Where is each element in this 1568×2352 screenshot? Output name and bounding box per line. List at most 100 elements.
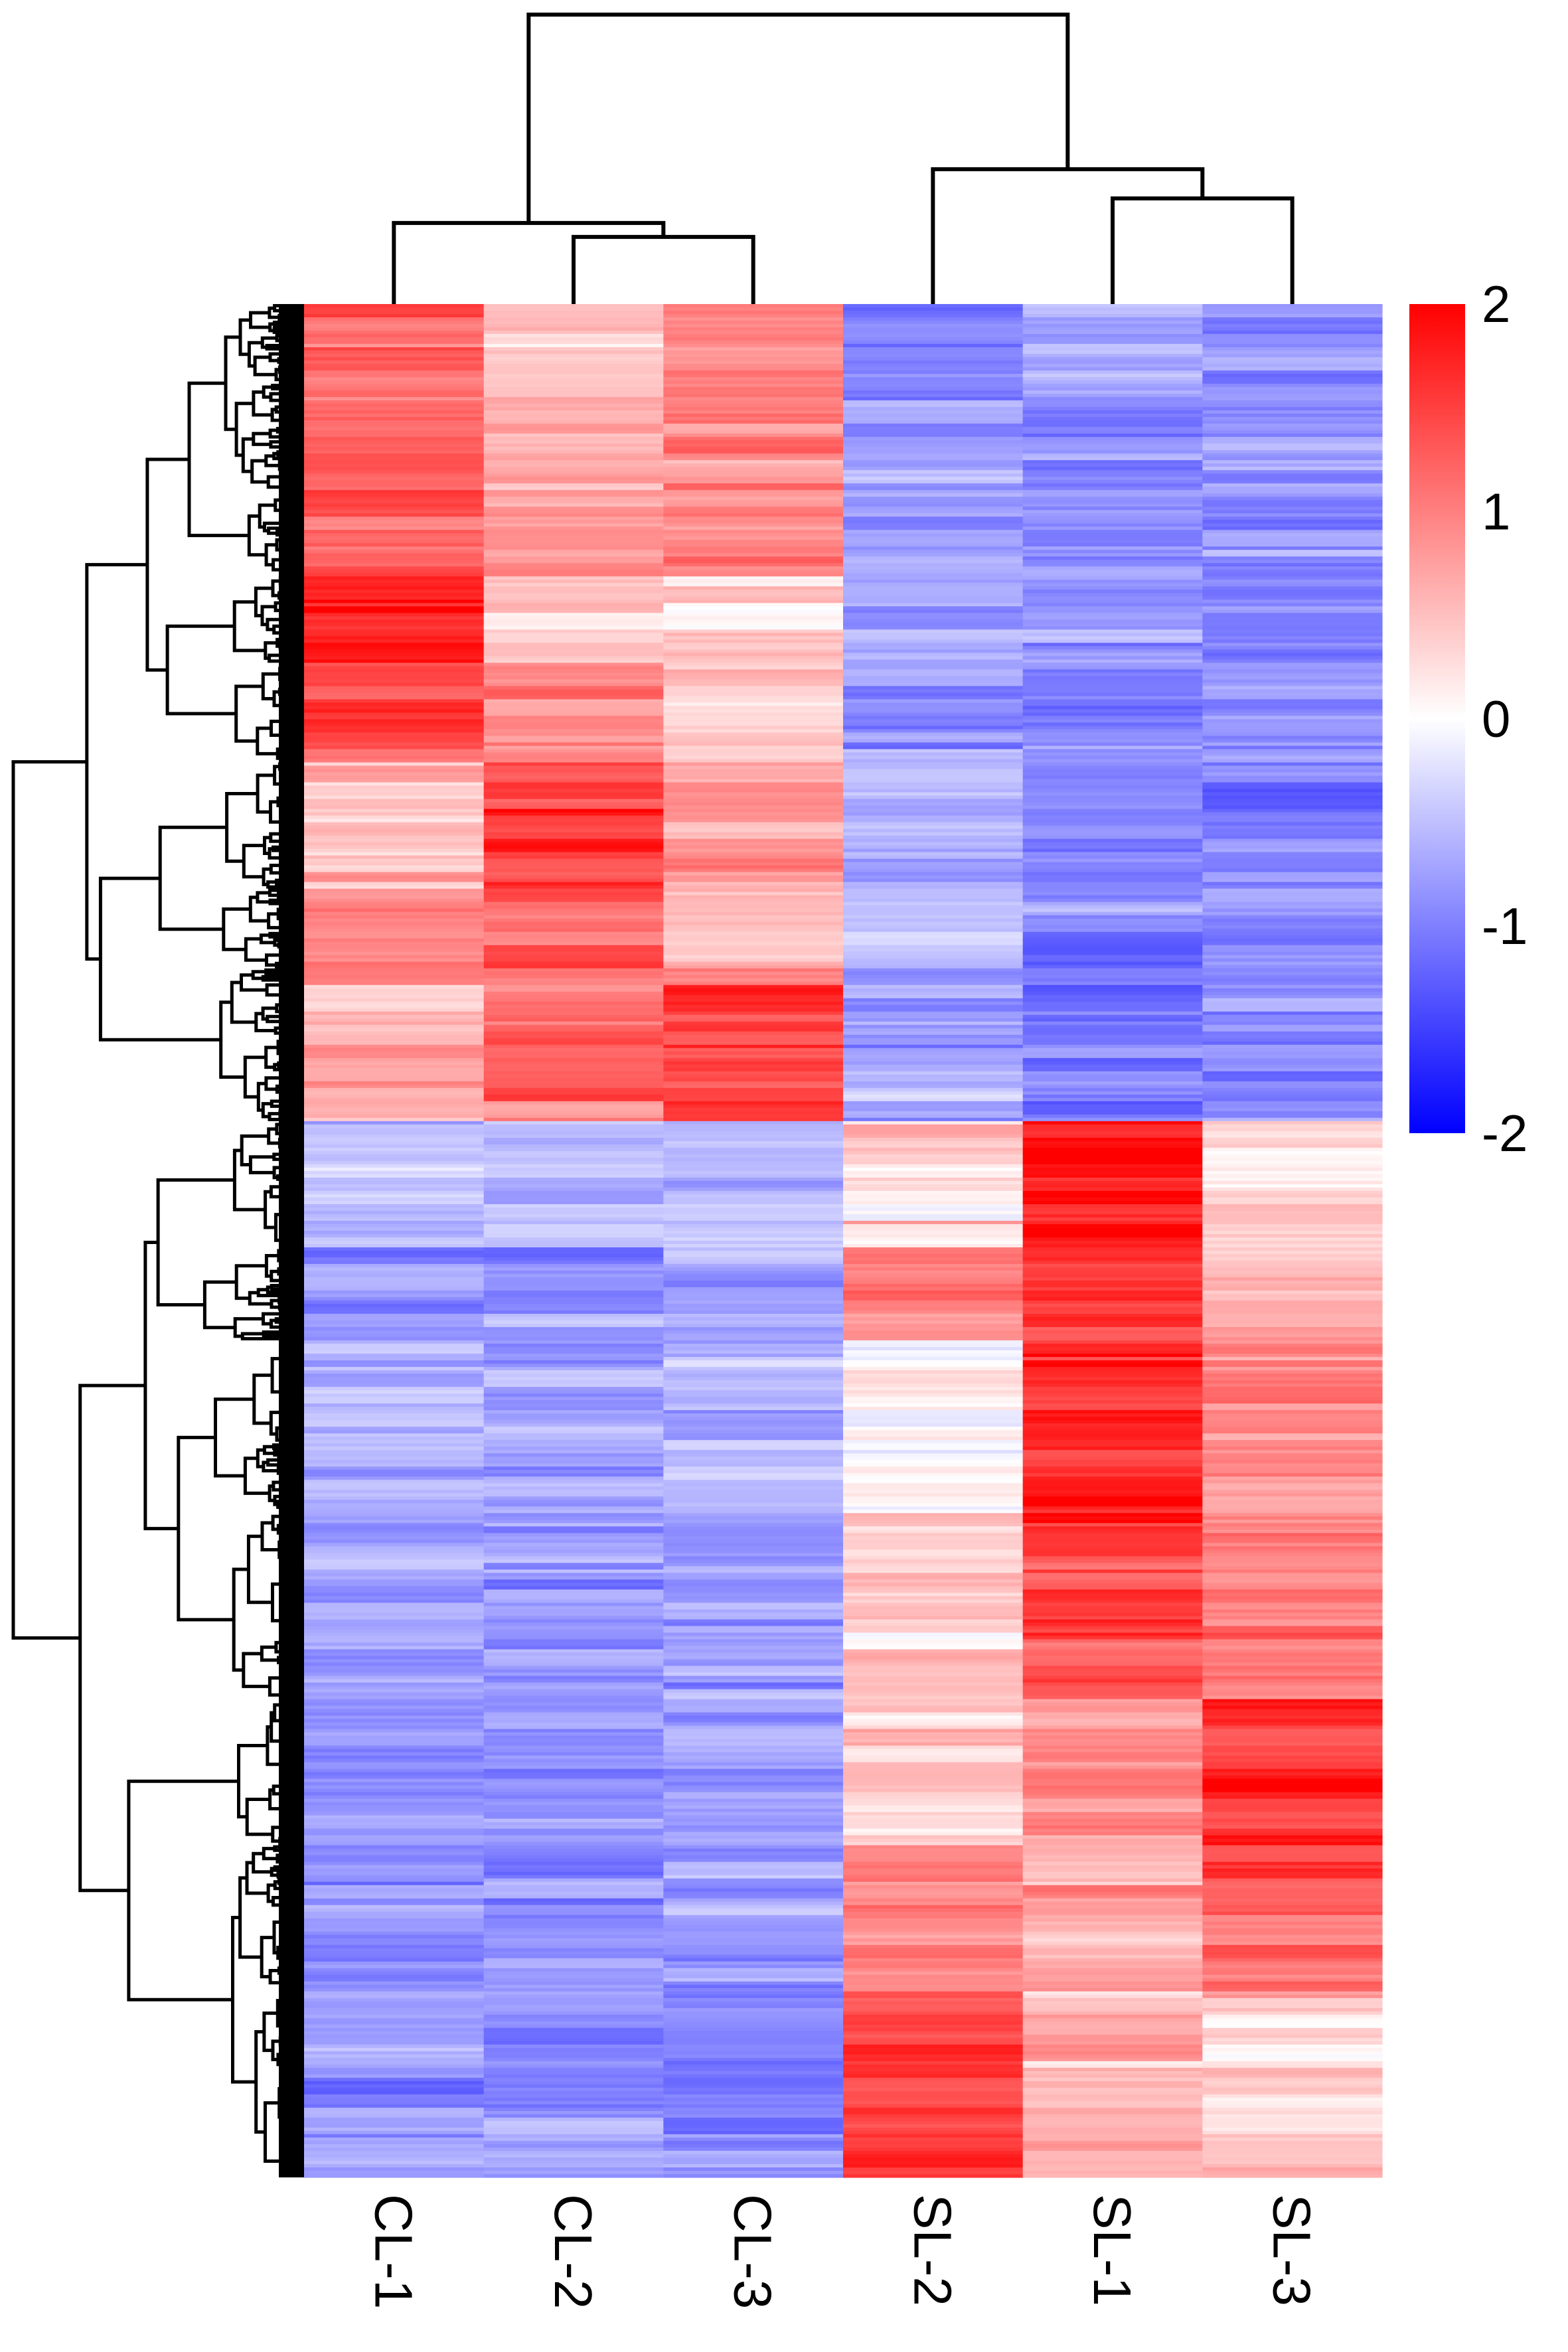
heatmap-cell (304, 2074, 485, 2078)
heatmap-cell (843, 1407, 1024, 1411)
heatmap-cell (1202, 1230, 1383, 1235)
heatmap-cell (663, 659, 844, 663)
heatmap-cell (304, 526, 485, 530)
heatmap-cell (1202, 1998, 1383, 2002)
heatmap-cell (304, 2034, 485, 2039)
heatmap-cell (483, 1954, 664, 1959)
heatmap-cell (1022, 961, 1203, 966)
heatmap-cell (483, 819, 664, 823)
heatmap-cell (1202, 1745, 1383, 1750)
heatmap-cell (304, 1553, 485, 1557)
heatmap-cell (1202, 955, 1383, 959)
heatmap-cell (304, 769, 485, 773)
heatmap-cell (304, 1423, 485, 1427)
heatmap-cell (1022, 1190, 1203, 1195)
heatmap-cell (304, 1759, 485, 1763)
heatmap-cell (663, 1354, 844, 1358)
heatmap-cell (1202, 580, 1383, 584)
heatmap-cell (843, 852, 1024, 856)
heatmap-cell (663, 1244, 844, 1248)
heatmap-cell (1022, 387, 1203, 391)
heatmap-cell (1202, 1954, 1383, 1959)
heatmap-cell (1022, 1785, 1203, 1790)
heatmap-cell (843, 1732, 1024, 1737)
heatmap-cell (1202, 404, 1383, 408)
heatmap-cell (1022, 1735, 1203, 1740)
heatmap-cell (663, 1705, 844, 1710)
heatmap-cell (304, 659, 485, 663)
heatmap-cell (483, 417, 664, 421)
heatmap-cell (1022, 1858, 1203, 1863)
heatmap-cell (843, 1659, 1024, 1664)
heatmap-cell (843, 1140, 1024, 1145)
heatmap-cell (1202, 2120, 1383, 2125)
heatmap-cell (1022, 835, 1203, 840)
heatmap-cell (663, 1357, 844, 1361)
heatmap-cell (483, 1014, 664, 1019)
heatmap-cell (1202, 1147, 1383, 1152)
heatmap-cell (1022, 1340, 1203, 1344)
heatmap-cell (663, 1473, 844, 1477)
heatmap-cell (483, 2064, 664, 2069)
heatmap-cell (1202, 1682, 1383, 1687)
heatmap-cell (304, 1254, 485, 1258)
heatmap-cell (1202, 2057, 1383, 2062)
heatmap-cell (663, 2001, 844, 2005)
heatmap-cell (663, 931, 844, 936)
heatmap-cell (304, 1865, 485, 1869)
heatmap-cell (1202, 643, 1383, 647)
heatmap-cell (1202, 1855, 1383, 1859)
heatmap-cell (663, 1729, 844, 1733)
heatmap-cell (483, 769, 664, 773)
heatmap-cell (663, 1223, 844, 1228)
heatmap-cell (483, 682, 664, 686)
heatmap-cell (1022, 918, 1203, 923)
heatmap-cell (304, 480, 485, 484)
heatmap-cell (304, 1038, 485, 1042)
heatmap-cell (1202, 543, 1383, 547)
heatmap-cell (843, 510, 1024, 514)
heatmap-cell (843, 1147, 1024, 1152)
heatmap-cell (1022, 892, 1203, 896)
heatmap-cell (483, 1400, 664, 1404)
heatmap-cell (304, 321, 485, 325)
heatmap-cell (1202, 1868, 1383, 1873)
heatmap-cell (663, 649, 844, 653)
heatmap-cell (1202, 2137, 1383, 2142)
heatmap-cell (483, 1918, 664, 1922)
heatmap-cell (304, 314, 485, 318)
column-label: SL-2 (903, 2194, 962, 2306)
heatmap-cell (1022, 586, 1203, 590)
heatmap-cell (1202, 1466, 1383, 1470)
heatmap-cell (843, 1944, 1024, 1949)
heatmap-cell (1202, 1905, 1383, 1909)
heatmap-cell (1202, 480, 1383, 484)
heatmap-cell (843, 1971, 1024, 1976)
heatmap-cell (304, 2154, 485, 2158)
heatmap-cell (483, 327, 664, 331)
heatmap-cell (1022, 1622, 1203, 1627)
heatmap-cell (1022, 1868, 1203, 1873)
heatmap-cell (1202, 1705, 1383, 1710)
heatmap-cell (304, 646, 485, 650)
heatmap-cell (1202, 1612, 1383, 1616)
heatmap-cell (304, 2094, 485, 2098)
heatmap-cell (663, 1599, 844, 1603)
heatmap-cell (483, 882, 664, 886)
heatmap-cell (483, 2017, 664, 2022)
heatmap-cell (843, 1344, 1024, 1348)
heatmap-cell (663, 1267, 844, 1271)
heatmap-cell (1202, 2097, 1383, 2102)
heatmap-cell (1202, 1656, 1383, 1660)
heatmap-cell (304, 689, 485, 694)
heatmap-cell (304, 2124, 485, 2128)
heatmap-cell (304, 1344, 485, 1348)
heatmap-cell (304, 1646, 485, 1650)
heatmap-cell (843, 838, 1024, 843)
heatmap-cell (843, 2124, 1024, 2128)
heatmap-cell (1022, 878, 1203, 883)
heatmap-cell (1202, 772, 1383, 777)
heatmap-cell (843, 1087, 1024, 1092)
heatmap-cell (843, 1247, 1024, 1251)
heatmap-cell (663, 1686, 844, 1690)
